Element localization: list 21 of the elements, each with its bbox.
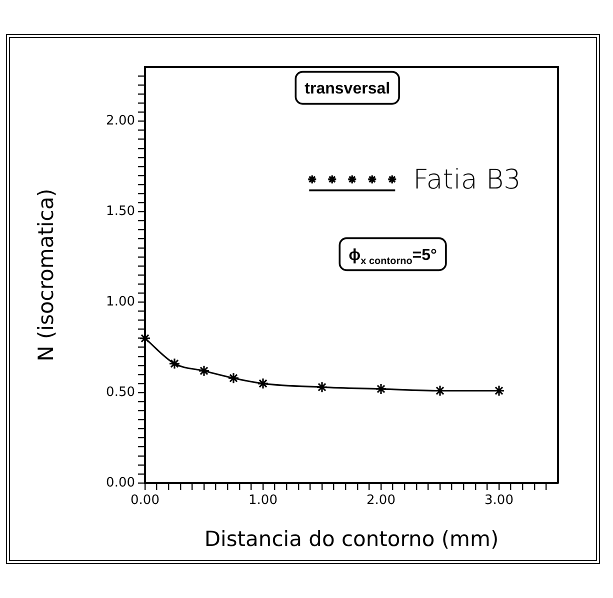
annotation: transversal [304,80,390,98]
point [434,384,446,397]
point [375,383,387,395]
point [228,372,240,384]
point [493,384,505,397]
point [257,378,269,390]
point [198,365,210,377]
x-tick-label: 2.00 [366,493,396,508]
y-tick-label: 2.00 [106,114,135,129]
point [168,358,180,370]
y-tick-label: 0.50 [106,384,135,400]
y-tick-label: 1.50 [106,204,135,220]
y-axis-title: N (isocromatica) [34,188,58,362]
x-tick-label: 1.00 [248,493,278,508]
legend-label: Fatia B3 [413,164,521,196]
y-tick-label: 1.00 [106,294,135,310]
x-axis-title: Distancia do contorno (mm) [204,526,499,551]
point [316,381,328,393]
y-tick-label: 0.00 [106,475,135,490]
x-tick-label: 0.00 [130,493,160,508]
x-tick-label: 3.00 [484,493,514,508]
